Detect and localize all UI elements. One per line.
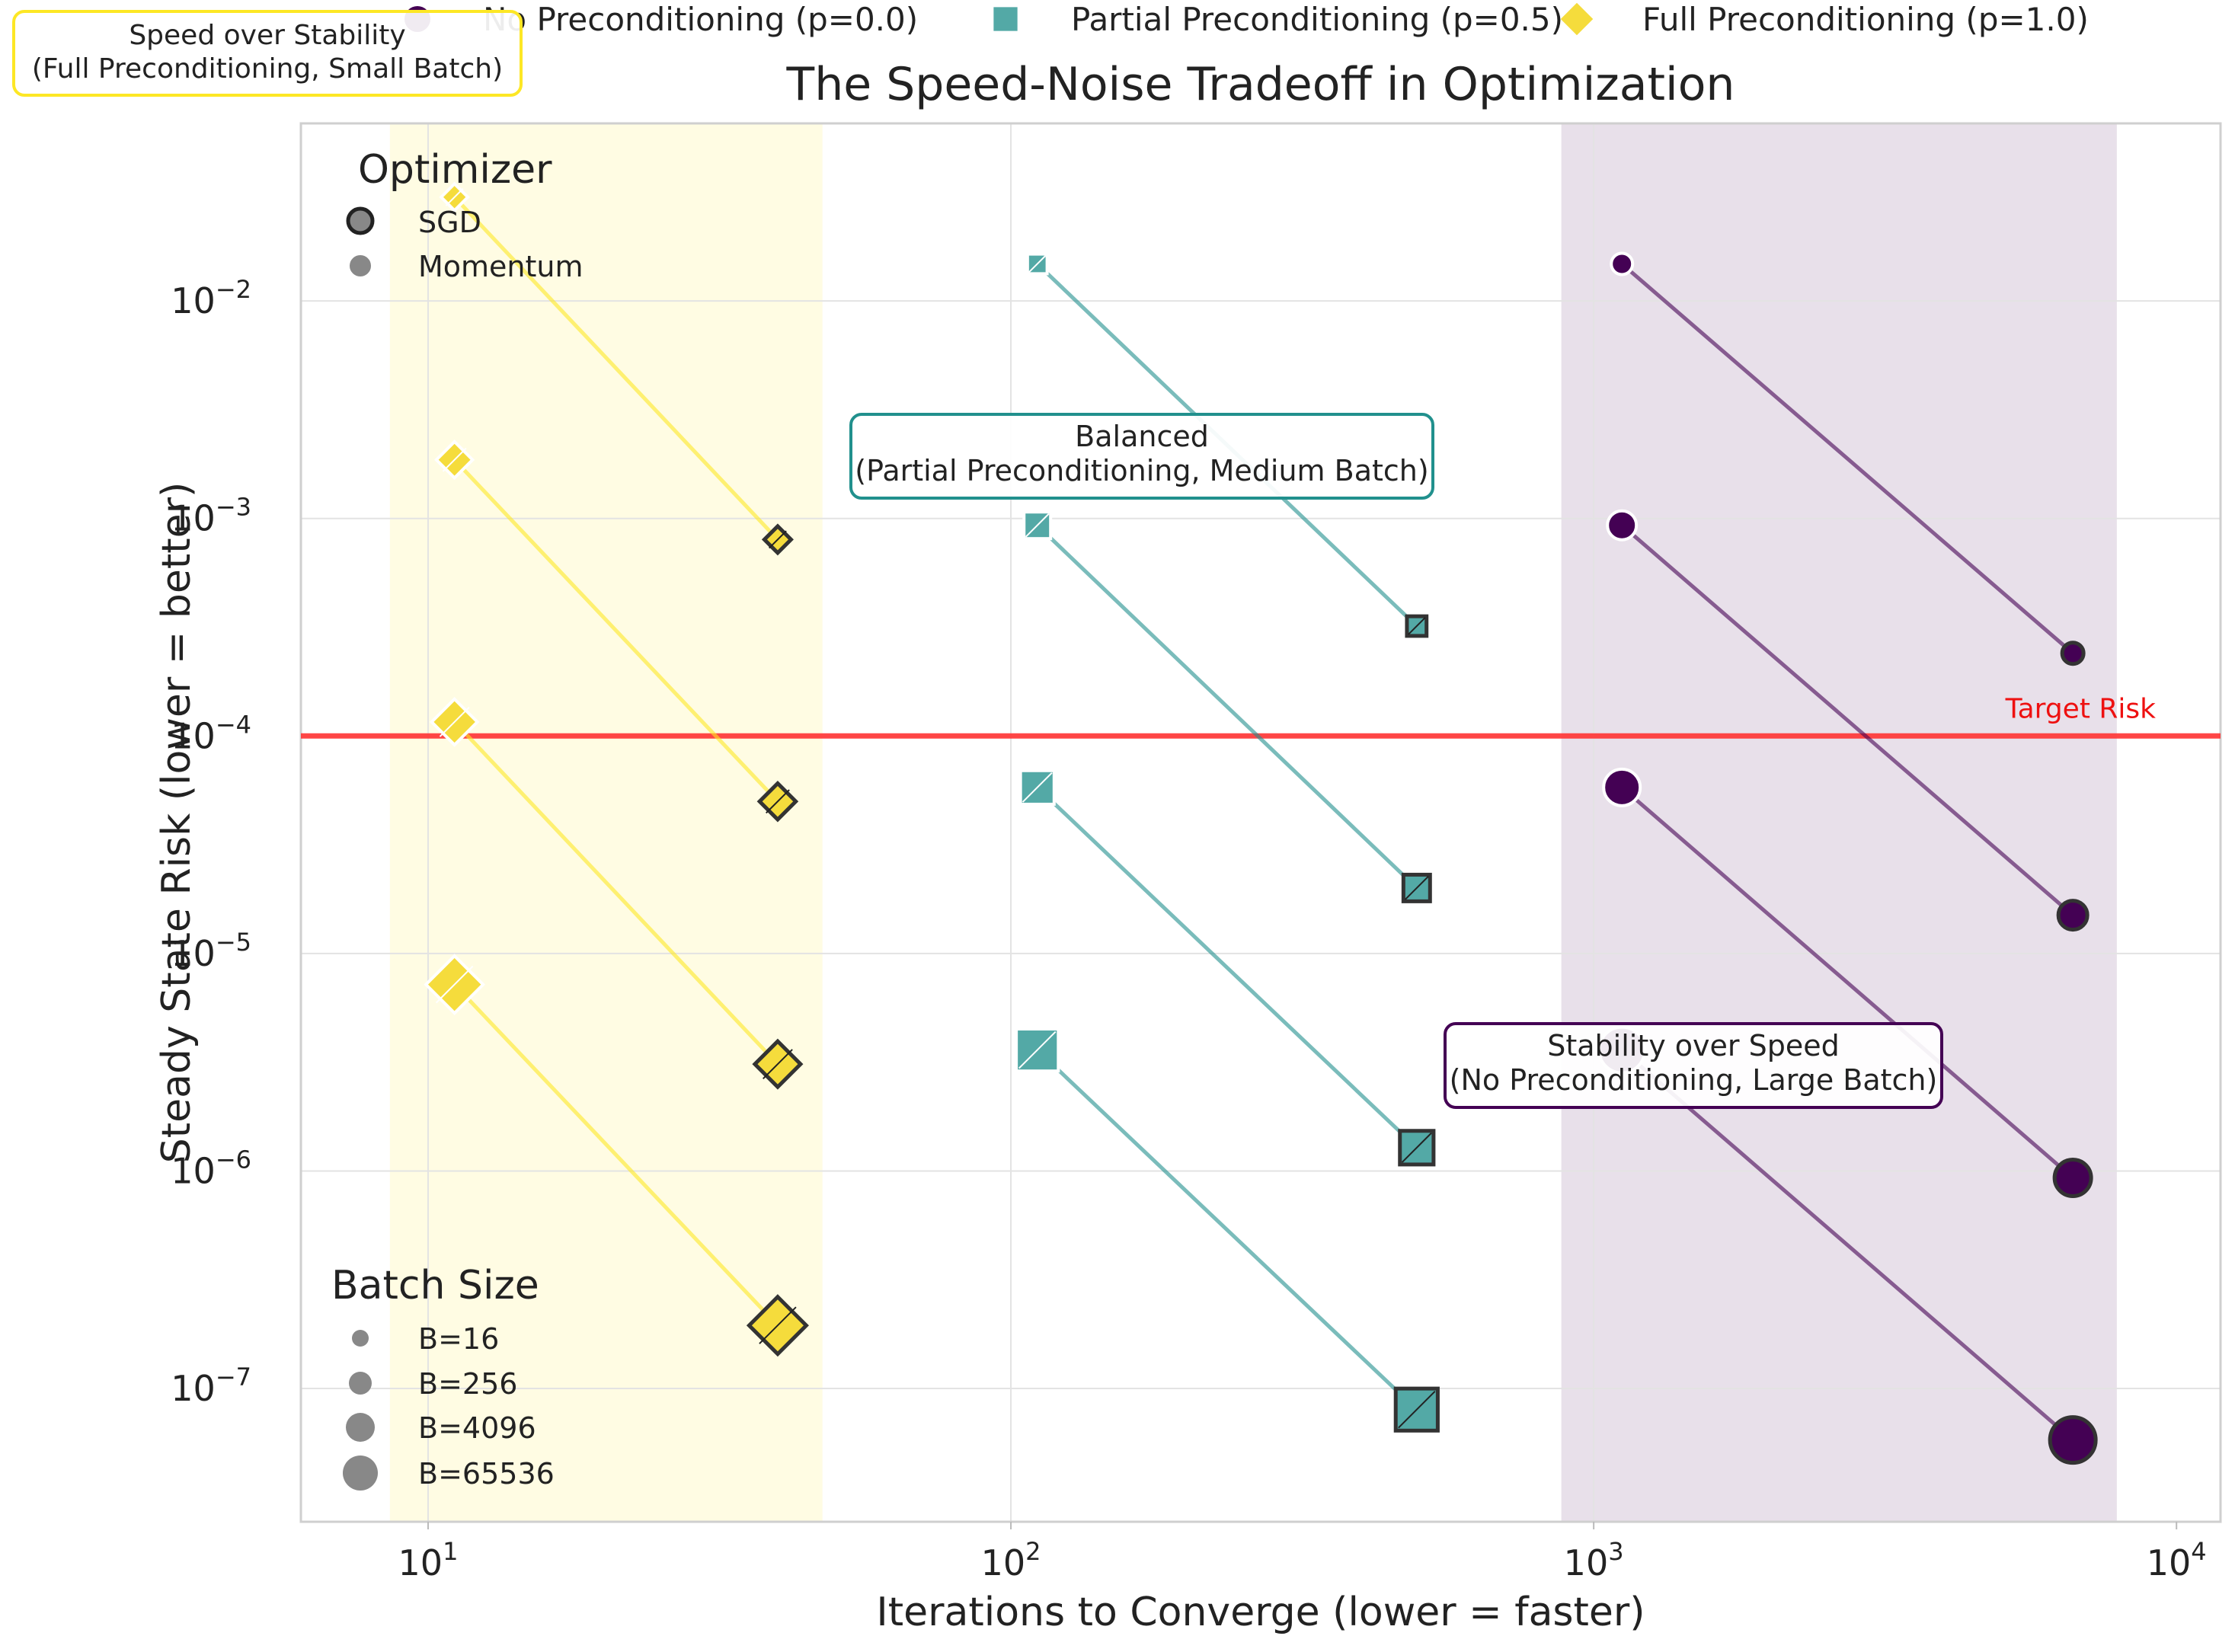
marker-hatch [1404,875,1429,900]
y-tick-label: 10−4 [171,710,251,756]
series-line [1620,785,2074,1180]
series-line [1036,1048,1418,1411]
x-tick-label: 103 [1564,1537,1624,1583]
data-point-sgd [2056,899,2090,932]
y-axis-label: Steady State Risk (lower = better) [154,482,200,1164]
marker-hatch [1028,254,1047,273]
x-axis-label: Iterations to Converge (lower = faster) [876,1590,1645,1635]
x-tick-label: 102 [981,1537,1041,1583]
marker-hatch [766,789,790,814]
series-line [452,721,779,1066]
data-point-sgd [2060,641,2086,666]
marker-hatch [435,965,474,1004]
annotation-box-balanced [849,413,1434,500]
series-line [452,983,779,1327]
optimizer-momentum-marker [347,252,374,280]
marker-hatch [769,530,787,549]
y-tick-label: 10−5 [171,928,251,974]
marker-hatch [442,447,467,472]
y-tick-label: 10−6 [171,1145,251,1191]
annotation-box-fast [12,10,523,97]
series-line [452,459,779,803]
marker-hatch [1407,617,1426,635]
series-line [1620,523,2074,917]
marker-hatch [1025,513,1050,538]
region-fast [389,123,823,1522]
data-point-sgd [2052,1157,2093,1198]
batch-legend-item: B=65536 [418,1457,555,1491]
series-line [1620,1048,2074,1442]
legend-marker [993,7,1018,31]
marker-hatch [1018,1031,1057,1069]
batch-legend-title: Batch Size [331,1263,539,1308]
optimizer-sgd-marker [346,206,375,235]
target-risk-label: Target Risk [2005,693,2157,724]
marker-hatch [759,1306,797,1344]
batch-legend-item: B=4096 [418,1411,536,1445]
series-line [1035,523,1418,890]
series-line [1036,786,1418,1149]
legend-label: Full Preconditioning (p=1.0) [1642,1,2089,38]
marker-hatch [439,706,470,737]
optimizer-legend-title: Optimizer [358,147,552,193]
series-legend: No Preconditioning (p=0.0) Partial Precon… [404,1,2089,38]
batch-legend-item: B=16 [418,1322,499,1356]
chart-title: The Speed-Noise Tradeoff in Optimization [786,58,1735,111]
annotation-title: Stability over Speed [1547,1029,1840,1062]
batch-legend-marker [343,1455,378,1491]
batch-legend-marker [349,1372,372,1395]
annotations: Speed over Stability(Full Preconditionin… [12,10,1943,1109]
annotation-subtitle: (Partial Preconditioning, Medium Batch) [855,454,1428,487]
data-point-momentum [1602,767,1642,807]
optimizer-item: Momentum [418,250,584,283]
optimizer-item: SGD [418,206,481,239]
series-line [1620,262,2074,655]
annotation-subtitle: (No Preconditioning, Large Batch) [1450,1063,1938,1097]
axes-frame [299,122,2222,1523]
y-tick-label: 10−2 [171,275,251,321]
marker-hatch [1398,1391,1436,1429]
data-point-momentum [1610,251,1635,276]
marker-hatch [1401,1132,1432,1163]
series-lines [452,196,2074,1442]
marker-hatch [445,187,464,206]
legend-marker [1560,2,1594,36]
batch-legend-marker [352,1330,369,1347]
legend-label: Partial Preconditioning (p=0.5) [1071,1,1563,38]
marker-hatch [1022,772,1053,803]
annotation-box-stable [1444,1022,1943,1109]
batch-legend-marker [346,1413,375,1442]
target-risk-line: Target Risk [301,693,2221,739]
marker-hatch [763,1049,793,1080]
legend-label: No Preconditioning (p=0.0) [483,1,918,38]
x-tick-label: 104 [2147,1537,2207,1583]
data-point-sgd [2048,1415,2098,1465]
annotation-subtitle: (Full Preconditioning, Small Batch) [32,53,503,85]
shaded-regions [389,123,2117,1522]
y-tick-label: 10−7 [171,1363,251,1409]
series-line [452,196,779,542]
x-tick-label: 101 [398,1537,459,1583]
data-point-momentum [1606,509,1639,542]
batch-legend-item: B=256 [418,1367,517,1401]
region-stable [1561,123,2117,1522]
optimizer-legend: Optimizer SGD Momentum [346,147,584,283]
y-tick-label: 10−3 [171,493,251,539]
tick-labels: 101 102 103 104 10−7 10−6 10−5 10−4 10−3 10−2 [171,275,2206,1583]
batch-legend: Batch Size B=16 B=256 B=4096 B=65536 [331,1263,555,1491]
annotation-title: Balanced [1075,420,1209,453]
annotation-title: Speed over Stability [129,20,405,51]
